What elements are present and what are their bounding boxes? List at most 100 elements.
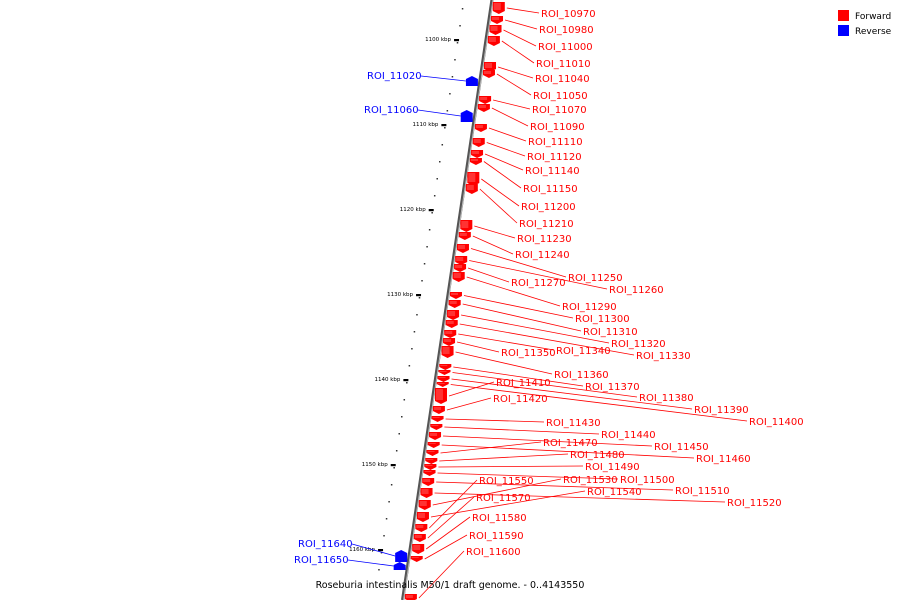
minor-tick	[413, 331, 416, 333]
gene-label: ROI_11330	[636, 351, 691, 362]
forward-gene-shading	[450, 293, 458, 295]
gene-label: ROI_11040	[535, 74, 590, 85]
forward-gene-shading	[421, 489, 429, 494]
gene-label: ROI_11570	[476, 493, 531, 504]
minor-tick	[390, 484, 393, 486]
forward-gene	[454, 264, 467, 272]
minor-tick	[403, 399, 406, 401]
leader-line	[427, 496, 475, 539]
leader-line	[458, 333, 555, 351]
gene-label: ROI_11340	[556, 346, 611, 357]
leader-line	[441, 444, 695, 459]
tick-label: 1160 kbp	[349, 547, 375, 553]
forward-gene-shading	[439, 371, 447, 372]
minor-tick	[408, 365, 411, 367]
forward-gene-shading	[426, 459, 434, 460]
minor-tick	[431, 212, 433, 214]
forward-gene	[426, 450, 439, 456]
leader-line	[417, 109, 461, 117]
kbp-ticks: 1100 kbp 1110 kbp 1120 kbp 1130 kbp 1140 kbp…	[349, 8, 464, 571]
reverse-gene	[460, 110, 473, 122]
minor-tick	[436, 178, 438, 180]
leader-line	[497, 66, 534, 79]
minor-tick	[398, 433, 400, 435]
gene-label: ROI_11140	[525, 166, 580, 177]
gene-features	[393, 2, 505, 600]
forward-gene-shading	[435, 389, 443, 400]
forward-gene	[449, 292, 462, 299]
gene-labels: ROI_10970 ROI_10980 ROI_11000 ROI_11010 ROI_…	[294, 7, 804, 599]
gene-label: ROI_11120	[527, 152, 582, 163]
major-tick	[390, 464, 396, 467]
forward-gene	[429, 432, 442, 440]
forward-gene-shading	[414, 535, 422, 538]
forward-gene-shading	[490, 26, 498, 31]
leader-line	[459, 323, 635, 356]
gene-label: ROI_11050	[533, 91, 588, 102]
minor-tick	[446, 110, 449, 112]
gene-label: ROI_11490	[585, 462, 640, 473]
tick-label: 1100 kbp	[425, 37, 451, 43]
gene-label: ROI_11010	[536, 59, 591, 70]
forward-gene-shading	[480, 97, 488, 100]
gene-label: ROI_11480	[570, 450, 625, 461]
forward-gene	[430, 424, 443, 430]
forward-gene	[416, 512, 429, 522]
minor-tick	[393, 467, 395, 469]
reverse-gene	[465, 76, 478, 86]
forward-gene-shading	[427, 451, 435, 452]
forward-gene	[489, 25, 502, 35]
gene-label: ROI_11580	[472, 513, 527, 524]
leader-line	[503, 29, 537, 47]
gene-label: ROI_11400	[749, 417, 804, 428]
forward-gene	[477, 104, 490, 112]
leader-line	[474, 225, 516, 239]
major-tick	[403, 379, 409, 382]
minor-tick	[449, 93, 451, 95]
leader-line	[470, 248, 567, 278]
forward-gene	[404, 594, 417, 600]
gene-label: ROI_11420	[493, 394, 548, 405]
gene-label: ROI_11500	[620, 475, 675, 486]
leader-line	[438, 465, 584, 468]
leader-line	[466, 276, 561, 307]
gene-label: ROI_11460	[696, 454, 751, 465]
backbone-line	[401, 0, 494, 600]
tick-label: 1110 kbp	[412, 122, 438, 128]
minor-tick	[428, 229, 431, 231]
forward-gene	[482, 70, 495, 78]
forward-gene	[444, 330, 457, 338]
leader-line	[445, 418, 545, 423]
leader-line	[479, 188, 518, 224]
leader-line	[491, 107, 529, 127]
forward-gene	[438, 370, 451, 375]
leader-line	[463, 295, 574, 319]
forward-gene-shading	[492, 17, 500, 20]
forward-gene-shading	[417, 513, 425, 518]
major-tick	[441, 124, 447, 127]
forward-gene	[484, 62, 497, 72]
leader-line	[456, 341, 500, 353]
legend-reverse-swatch	[838, 25, 849, 36]
reverse-gene	[395, 550, 408, 562]
minor-tick	[423, 263, 426, 265]
forward-gene-shading	[455, 265, 463, 268]
leader-line	[452, 372, 638, 398]
forward-gene	[460, 220, 473, 232]
forward-gene-shading	[437, 383, 445, 384]
forward-gene-shading	[448, 311, 456, 316]
gene-label: ROI_11470	[543, 438, 598, 449]
forward-gene-shading	[445, 331, 453, 334]
leader-line	[347, 559, 394, 567]
forward-gene-shading	[423, 479, 431, 482]
forward-gene	[472, 138, 485, 147]
gene-label: ROI_11090	[530, 122, 585, 133]
gene-label: ROI_11270	[511, 278, 566, 289]
gene-label: ROI_11230	[517, 234, 572, 245]
leader-line	[453, 366, 584, 387]
legend-forward-label: Forward	[855, 12, 891, 22]
forward-gene	[491, 16, 504, 24]
gene-label: ROI_11640	[298, 539, 353, 550]
forward-gene	[427, 442, 440, 448]
tick-label: 1120 kbp	[400, 207, 426, 213]
